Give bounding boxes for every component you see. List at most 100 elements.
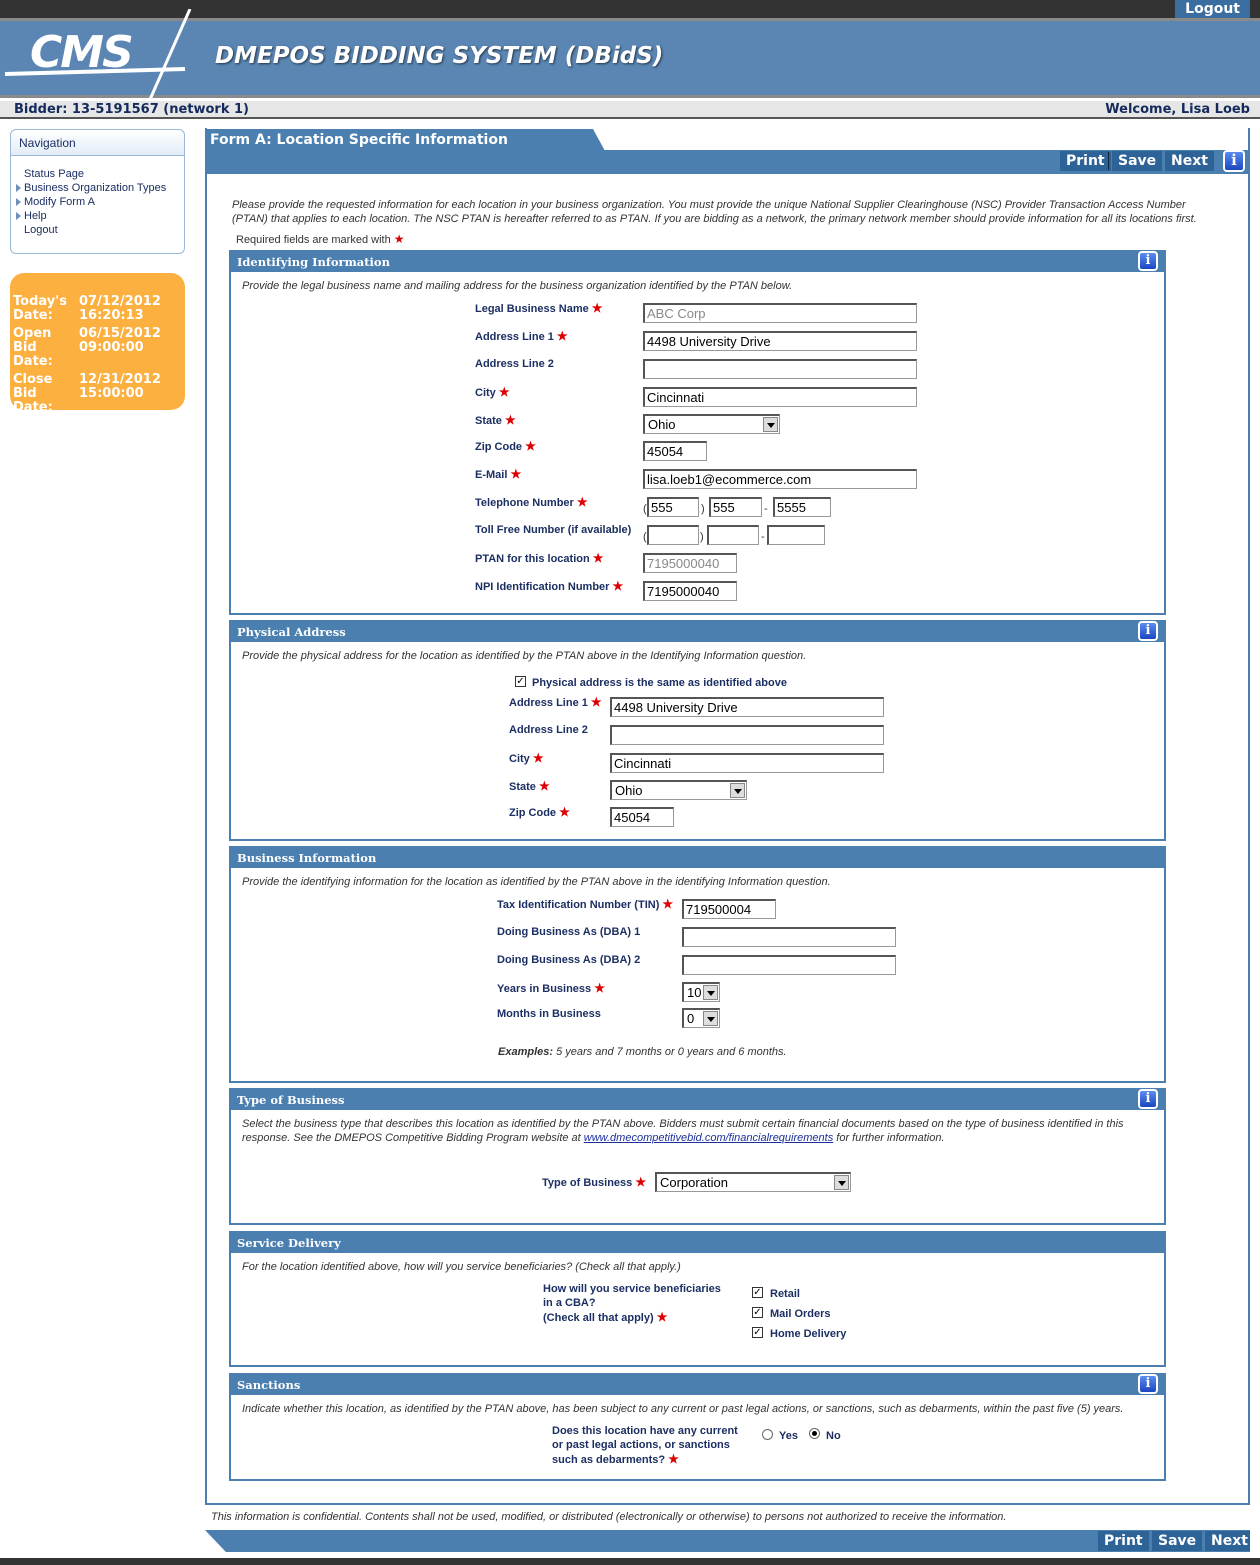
logout-button[interactable]: Logout bbox=[1175, 0, 1250, 18]
confidentiality-note: This information is confidential. Conten… bbox=[211, 1511, 1007, 1523]
phys-state-label: State ★ bbox=[509, 779, 550, 793]
zip-input[interactable] bbox=[643, 441, 707, 461]
navigation-title: Navigation bbox=[11, 130, 184, 156]
city-input[interactable] bbox=[643, 387, 917, 407]
nav-logout[interactable]: Logout bbox=[24, 224, 58, 236]
phys-address2-input[interactable] bbox=[610, 725, 884, 745]
bottom-next-button[interactable]: Next bbox=[1205, 1531, 1250, 1551]
required-note-text: Required fields are marked with bbox=[236, 234, 391, 246]
bottom-bar bbox=[0, 1558, 1260, 1565]
chevron-down-icon bbox=[834, 1175, 849, 1190]
chevron-down-icon bbox=[763, 417, 778, 432]
open-bid-date: 06/15/2012 bbox=[79, 326, 161, 341]
home-delivery-checkbox[interactable]: ✓ bbox=[752, 1327, 763, 1338]
paren-close: ) bbox=[700, 531, 704, 543]
today-time: 16:20:13 bbox=[79, 308, 144, 323]
retail-checkbox[interactable]: ✓ bbox=[752, 1287, 763, 1298]
type-of-business-select[interactable]: Corporation bbox=[655, 1172, 851, 1192]
form-panel bbox=[205, 128, 1250, 1505]
tollfree-line-input[interactable] bbox=[767, 525, 825, 545]
retail-label: Retail bbox=[770, 1288, 800, 1300]
info-icon[interactable]: i bbox=[1138, 1089, 1158, 1109]
phone-area-input[interactable] bbox=[647, 497, 699, 517]
type-of-business-label: Type of Business ★ bbox=[542, 1175, 647, 1189]
bidder-bar: Bidder: 13-5191567 (network 1) Welcome, … bbox=[0, 101, 1260, 119]
tin-label: Tax Identification Number (TIN) ★ bbox=[497, 897, 674, 911]
section-description: Provide the legal business name and mail… bbox=[242, 280, 793, 292]
header: CMS DMEPOS BIDDING SYSTEM (DBidS) bbox=[0, 9, 1260, 104]
section-title: Sanctions bbox=[237, 1378, 301, 1392]
intro-line-1: Please provide the requested information… bbox=[232, 199, 1186, 211]
phys-address1-input[interactable] bbox=[610, 697, 884, 717]
save-button[interactable]: Save bbox=[1112, 151, 1163, 171]
dba2-label: Doing Business As (DBA) 2 bbox=[497, 954, 641, 966]
email-input[interactable] bbox=[643, 469, 917, 489]
info-icon[interactable]: i bbox=[1223, 150, 1245, 172]
nav-status-page[interactable]: Status Page bbox=[24, 168, 84, 180]
close-bid-time: 15:00:00 bbox=[79, 386, 144, 401]
ptan-input[interactable] bbox=[643, 553, 737, 573]
dba1-label: Doing Business As (DBA) 1 bbox=[497, 926, 641, 938]
section-sanctions: Sanctions i Indicate whether this locatio… bbox=[229, 1373, 1166, 1481]
nav-help[interactable]: Help bbox=[16, 210, 47, 222]
financial-requirements-link[interactable]: www.dmecompetitivebid.com/financialrequi… bbox=[583, 1132, 834, 1144]
section-description: Provide the identifying information for … bbox=[242, 876, 831, 888]
bottom-save-button[interactable]: Save bbox=[1152, 1531, 1203, 1551]
sanctions-yes-radio[interactable] bbox=[762, 1429, 773, 1440]
bottom-toolbar: Print Save Next bbox=[205, 1530, 1250, 1552]
legal-name-input[interactable] bbox=[643, 303, 917, 323]
dba2-input[interactable] bbox=[682, 955, 896, 975]
phone-line-input[interactable] bbox=[773, 497, 831, 517]
address1-input[interactable] bbox=[643, 331, 917, 351]
toolbar-divider bbox=[1108, 152, 1109, 170]
bottom-print-button[interactable]: Print bbox=[1098, 1531, 1149, 1551]
info-icon[interactable]: i bbox=[1138, 251, 1158, 271]
dash: - bbox=[764, 503, 768, 515]
years-select[interactable]: 10 bbox=[682, 982, 720, 1002]
sanctions-no-radio[interactable] bbox=[809, 1428, 820, 1439]
legal-name-label: Legal Business Name ★ bbox=[475, 301, 603, 315]
tin-input[interactable] bbox=[682, 899, 776, 919]
close-bid-date: 12/31/2012 bbox=[79, 372, 161, 387]
dba1-input[interactable] bbox=[682, 927, 896, 947]
sanctions-yes-label: Yes bbox=[779, 1430, 798, 1442]
next-button[interactable]: Next bbox=[1165, 151, 1214, 171]
ptan-label: PTAN for this location ★ bbox=[475, 551, 604, 565]
section-title: Physical Address bbox=[237, 625, 346, 639]
npi-input[interactable] bbox=[643, 581, 737, 601]
mail-orders-label: Mail Orders bbox=[770, 1308, 831, 1320]
sanctions-no-label: No bbox=[826, 1430, 841, 1442]
address2-input[interactable] bbox=[643, 359, 917, 379]
close-bid-label: Close Bid Date: bbox=[13, 372, 53, 415]
phys-state-select[interactable]: Ohio bbox=[610, 780, 747, 800]
mail-orders-checkbox[interactable]: ✓ bbox=[752, 1307, 763, 1318]
phys-city-input[interactable] bbox=[610, 753, 884, 773]
tollfree-prefix-input[interactable] bbox=[707, 525, 759, 545]
chevron-down-icon bbox=[703, 1011, 718, 1026]
bidder-id: Bidder: 13-5191567 (network 1) bbox=[14, 102, 249, 117]
months-select[interactable]: 0 bbox=[682, 1008, 720, 1028]
tollfree-label: Toll Free Number (if available) bbox=[475, 524, 632, 536]
info-icon[interactable]: i bbox=[1138, 621, 1158, 641]
same-address-checkbox[interactable]: ✓ bbox=[515, 676, 526, 687]
print-button[interactable]: Print bbox=[1060, 151, 1111, 171]
info-icon[interactable]: i bbox=[1138, 1374, 1158, 1394]
form-toolbar: Print Save Next i bbox=[205, 150, 1250, 174]
phys-zip-input[interactable] bbox=[610, 807, 674, 827]
tollfree-area-input[interactable] bbox=[647, 525, 699, 545]
section-description: Indicate whether this location, as ident… bbox=[242, 1403, 1124, 1415]
open-bid-label: Open Bid Date: bbox=[13, 326, 53, 369]
welcome-text: Welcome, Lisa Loeb bbox=[1105, 102, 1250, 117]
dash: - bbox=[761, 531, 765, 543]
form-title: Form A: Location Specific Information bbox=[205, 129, 605, 151]
state-label: State ★ bbox=[475, 413, 516, 427]
intro-line-2: (PTAN) that applies to each location. Th… bbox=[232, 213, 1197, 225]
section-title: Business Information bbox=[237, 851, 377, 865]
phone-prefix-input[interactable] bbox=[709, 497, 762, 517]
state-select[interactable]: Ohio bbox=[643, 414, 780, 434]
today-date: 07/12/2012 bbox=[79, 294, 161, 309]
phys-address2-label: Address Line 2 bbox=[509, 724, 588, 736]
nav-business-organization-types[interactable]: Business Organization Types bbox=[15, 182, 167, 194]
nav-modify-form-a[interactable]: Modify Form A bbox=[16, 196, 95, 208]
home-delivery-label: Home Delivery bbox=[770, 1328, 847, 1340]
